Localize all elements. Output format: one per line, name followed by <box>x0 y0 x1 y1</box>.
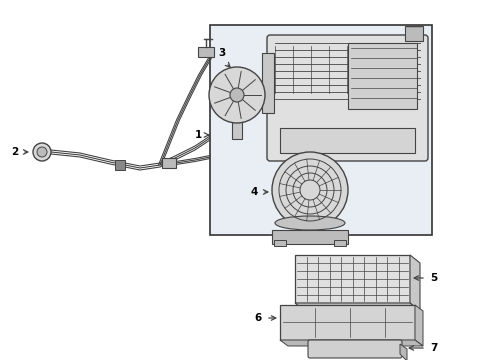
Bar <box>162 158 176 168</box>
Text: 6: 6 <box>255 313 262 323</box>
Bar <box>198 47 214 57</box>
Polygon shape <box>410 255 420 311</box>
Text: 2: 2 <box>11 147 18 157</box>
Polygon shape <box>295 303 420 311</box>
Text: 7: 7 <box>430 343 438 353</box>
Circle shape <box>209 67 265 123</box>
Bar <box>232 121 242 139</box>
Circle shape <box>272 152 348 228</box>
Ellipse shape <box>275 216 345 230</box>
Polygon shape <box>415 305 423 346</box>
Bar <box>405 26 423 41</box>
Text: 4: 4 <box>250 187 258 197</box>
Bar <box>347 43 417 109</box>
Bar <box>334 240 346 246</box>
Text: 1: 1 <box>195 130 202 140</box>
Bar <box>272 230 348 244</box>
Text: 3: 3 <box>219 48 225 58</box>
Bar <box>274 240 286 246</box>
Bar <box>280 305 415 340</box>
Bar <box>295 255 410 303</box>
Bar <box>210 25 432 235</box>
Bar <box>280 128 415 153</box>
FancyBboxPatch shape <box>267 35 428 161</box>
Circle shape <box>230 88 244 102</box>
Circle shape <box>37 147 47 157</box>
Text: 5: 5 <box>430 273 437 283</box>
Circle shape <box>33 143 51 161</box>
Bar <box>262 53 274 113</box>
Bar <box>115 160 125 170</box>
Polygon shape <box>400 344 407 360</box>
Polygon shape <box>280 340 423 346</box>
FancyBboxPatch shape <box>308 340 402 358</box>
